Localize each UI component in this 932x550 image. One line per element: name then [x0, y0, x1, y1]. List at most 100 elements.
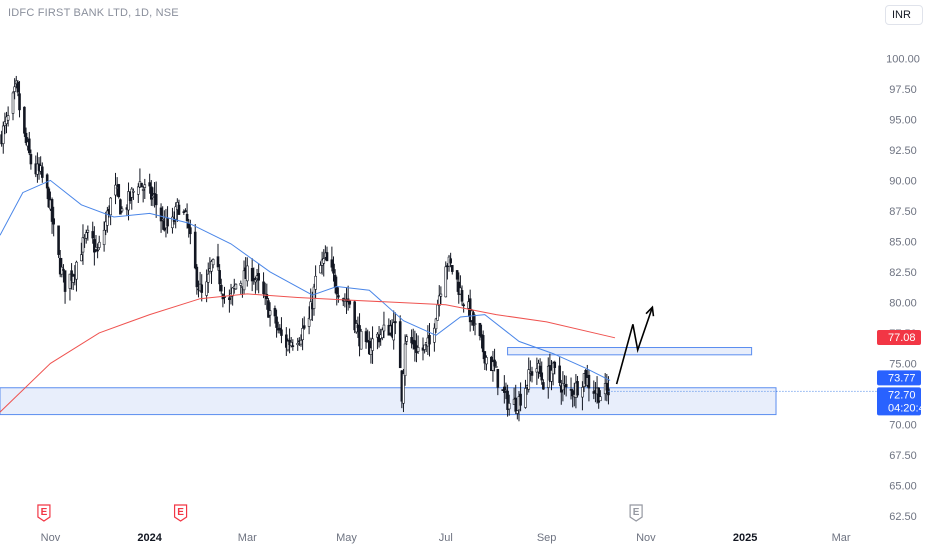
earnings-event-icon: E — [173, 504, 188, 522]
candle-body — [86, 229, 90, 233]
price-axis[interactable]: 100.00 97.50 95.00 92.50 90.00 87.50 85.00 82.5… — [886, 53, 920, 522]
candle-body — [478, 322, 482, 337]
candle-body — [553, 361, 557, 368]
candle-body — [402, 373, 405, 404]
candle-body — [211, 259, 215, 266]
price-tag-box — [877, 370, 921, 386]
resistance-zone — [507, 347, 753, 356]
y-tick-label: 95.00 — [889, 114, 917, 126]
candle-body — [114, 184, 117, 196]
candle-body — [514, 397, 518, 412]
candle-body — [493, 359, 496, 367]
candle-body — [117, 184, 121, 198]
candle-body — [436, 304, 439, 321]
candle-body — [403, 343, 407, 377]
candle-body — [369, 347, 373, 355]
candle-body — [516, 410, 519, 414]
candle-body — [576, 381, 579, 396]
y-tick-label: 70.00 — [889, 419, 917, 431]
candle-body — [231, 287, 234, 297]
candle-body — [27, 138, 31, 154]
candle-body — [151, 195, 155, 198]
candle-body — [333, 274, 337, 288]
candle-body — [18, 93, 21, 111]
candle-body — [177, 204, 181, 215]
candle-body — [195, 266, 199, 288]
candle-body — [219, 284, 223, 292]
candle-body — [141, 189, 145, 191]
candle-body — [216, 256, 220, 268]
candle-body — [296, 342, 300, 346]
y-tick-label: 80.00 — [889, 297, 917, 309]
candle-body — [81, 237, 85, 253]
candle-body — [106, 210, 109, 226]
candle-body — [94, 247, 98, 250]
candle-body — [148, 182, 151, 187]
y-tick-label: 67.50 — [889, 450, 917, 462]
candle-body — [75, 261, 78, 280]
candle-body — [161, 218, 164, 221]
candle-body — [449, 258, 452, 264]
candle-body — [330, 259, 334, 268]
x-tick-label: Mar — [238, 532, 257, 544]
candle-body — [538, 365, 542, 374]
support-zone — [0, 387, 777, 416]
candle-body — [462, 304, 465, 307]
candle-body — [309, 301, 313, 321]
candle-body — [205, 281, 208, 296]
candle-body — [1, 125, 5, 144]
x-tick-label: 2025 — [733, 532, 757, 544]
candle-body — [348, 300, 352, 305]
projection-arrow-line — [615, 307, 654, 385]
candle-body — [171, 216, 174, 229]
candle-body — [210, 261, 213, 272]
event-letter: E — [177, 507, 184, 518]
candle-body — [119, 199, 122, 215]
x-tick-label: Mar — [832, 532, 851, 544]
candle-body — [392, 322, 396, 341]
candle-body — [140, 182, 143, 188]
candle-body — [597, 387, 600, 403]
candle-body — [275, 316, 278, 328]
candle-body — [301, 328, 304, 340]
currency-selector[interactable]: INR — [885, 5, 923, 25]
candle-body — [218, 270, 221, 285]
candle-body — [58, 257, 62, 275]
x-tick-label: May — [336, 532, 357, 544]
candle-body — [551, 362, 555, 375]
time-axis[interactable]: Nov 2024 Mar May Jul Sep Nov 2025 Mar — [41, 532, 851, 544]
candle-body — [444, 266, 448, 298]
event-letter: E — [633, 507, 640, 518]
candle-body — [228, 297, 231, 300]
candle-body — [71, 276, 75, 283]
candle-body — [322, 258, 326, 264]
candle-body — [428, 335, 431, 345]
candle-body — [254, 279, 257, 283]
projection-arrow-head — [645, 305, 655, 317]
countdown-timer: 04:20:43 — [888, 402, 931, 414]
chart-title: IDFC FIRST BANK LTD, 1D, NSE — [8, 7, 179, 19]
candle-body — [599, 396, 602, 402]
candle-body — [540, 372, 544, 381]
candle-body — [291, 345, 295, 347]
candle-body — [507, 403, 511, 410]
candle-body — [299, 339, 303, 345]
candle-body — [97, 241, 101, 248]
red-moving-average-line — [0, 293, 616, 413]
candle-body — [581, 387, 584, 398]
candle-body — [382, 324, 386, 332]
candle-body — [40, 166, 44, 178]
candle-body — [439, 293, 443, 297]
candle-body — [136, 186, 140, 195]
candle-body — [496, 369, 500, 388]
candle-body — [50, 199, 54, 222]
price-tag-box — [877, 387, 921, 416]
candle-body — [561, 383, 565, 391]
candle-body — [413, 340, 417, 350]
candle-body — [174, 206, 178, 220]
candle-body — [268, 310, 272, 316]
candle-body — [143, 184, 147, 188]
